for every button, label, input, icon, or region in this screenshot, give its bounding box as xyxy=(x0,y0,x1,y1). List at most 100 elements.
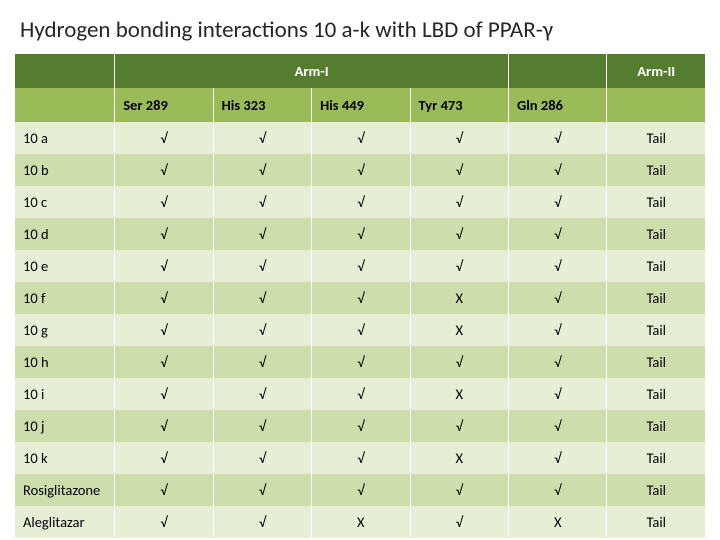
cell-value: Tail xyxy=(607,186,706,218)
cell-value: √ xyxy=(509,378,607,410)
row-label: 10 a xyxy=(15,122,115,154)
cell-value: √ xyxy=(509,474,607,506)
cell-value: √ xyxy=(213,474,311,506)
cell-value: √ xyxy=(213,250,311,282)
row-label: 10 k xyxy=(15,442,115,474)
interaction-table: Arm-I Arm-II Ser 289 His 323 His 449 Tyr… xyxy=(14,54,706,538)
cell-value: √ xyxy=(312,282,410,314)
table-body: 10 a√√√√√Tail10 b√√√√√Tail10 c√√√√√Tail1… xyxy=(15,122,706,538)
cell-value: √ xyxy=(213,282,311,314)
cell-value: √ xyxy=(509,186,607,218)
cell-value: √ xyxy=(509,250,607,282)
cell-value: √ xyxy=(115,506,213,538)
cell-value: √ xyxy=(312,410,410,442)
cell-value: √ xyxy=(115,282,213,314)
cell-value: Tail xyxy=(607,314,706,346)
cell-value: √ xyxy=(213,122,311,154)
cell-value: √ xyxy=(115,154,213,186)
cell-value: √ xyxy=(509,442,607,474)
cell-value: √ xyxy=(115,410,213,442)
table-row: 10 i√√√X√Tail xyxy=(15,378,706,410)
residue-header: Tyr 473 xyxy=(410,88,508,122)
cell-value: √ xyxy=(312,186,410,218)
cell-value: √ xyxy=(410,474,508,506)
row-label: 10 b xyxy=(15,154,115,186)
table-row: Rosiglitazone√√√√√Tail xyxy=(15,474,706,506)
cell-value: √ xyxy=(410,410,508,442)
header-arm2: Arm-II xyxy=(607,54,706,88)
header-empty-right xyxy=(607,88,706,122)
cell-value: √ xyxy=(509,218,607,250)
cell-value: √ xyxy=(410,186,508,218)
row-label: 10 d xyxy=(15,218,115,250)
cell-value: √ xyxy=(509,346,607,378)
cell-value: √ xyxy=(115,442,213,474)
cell-value: √ xyxy=(312,314,410,346)
cell-value: Tail xyxy=(607,378,706,410)
row-label: 10 j xyxy=(15,410,115,442)
cell-value: √ xyxy=(312,122,410,154)
row-label: Aleglitazar xyxy=(15,506,115,538)
slide-title: Hydrogen bonding interactions 10 a-k wit… xyxy=(20,16,706,44)
table-row: 10 f√√√X√Tail xyxy=(15,282,706,314)
cell-value: √ xyxy=(115,314,213,346)
cell-value: X xyxy=(509,506,607,538)
table-row: 10 g√√√X√Tail xyxy=(15,314,706,346)
row-label: 10 e xyxy=(15,250,115,282)
cell-value: √ xyxy=(115,250,213,282)
cell-value: √ xyxy=(115,346,213,378)
cell-value: √ xyxy=(213,154,311,186)
cell-value: √ xyxy=(213,410,311,442)
cell-value: Tail xyxy=(607,474,706,506)
cell-value: √ xyxy=(213,346,311,378)
cell-value: √ xyxy=(509,282,607,314)
cell-value: Tail xyxy=(607,250,706,282)
row-label: Rosiglitazone xyxy=(15,474,115,506)
residue-header: Gln 286 xyxy=(509,88,607,122)
cell-value: √ xyxy=(312,250,410,282)
table-row: 10 a√√√√√Tail xyxy=(15,122,706,154)
residue-header: His 323 xyxy=(213,88,311,122)
row-label: 10 h xyxy=(15,346,115,378)
cell-value: √ xyxy=(312,154,410,186)
cell-value: √ xyxy=(509,410,607,442)
cell-value: √ xyxy=(213,186,311,218)
cell-value: √ xyxy=(312,218,410,250)
cell-value: √ xyxy=(410,250,508,282)
cell-value: √ xyxy=(213,378,311,410)
row-label: 10 c xyxy=(15,186,115,218)
header-spacer-mid xyxy=(509,54,607,88)
cell-value: √ xyxy=(410,506,508,538)
cell-value: √ xyxy=(115,186,213,218)
cell-value: √ xyxy=(115,218,213,250)
cell-value: √ xyxy=(509,314,607,346)
cell-value: √ xyxy=(115,378,213,410)
cell-value: X xyxy=(410,442,508,474)
cell-value: Tail xyxy=(607,282,706,314)
cell-value: Tail xyxy=(607,410,706,442)
cell-value: √ xyxy=(115,122,213,154)
cell-value: Tail xyxy=(607,442,706,474)
table-row: 10 c√√√√√Tail xyxy=(15,186,706,218)
cell-value: Tail xyxy=(607,122,706,154)
cell-value: Tail xyxy=(607,154,706,186)
table-header-residues: Ser 289 His 323 His 449 Tyr 473 Gln 286 xyxy=(15,88,706,122)
residue-header: His 449 xyxy=(312,88,410,122)
cell-value: √ xyxy=(312,346,410,378)
header-arm1: Arm-I xyxy=(115,54,509,88)
cell-value: X xyxy=(410,314,508,346)
table-row: 10 e√√√√√Tail xyxy=(15,250,706,282)
table-row: 10 j√√√√√Tail xyxy=(15,410,706,442)
table-row: 10 h√√√√√Tail xyxy=(15,346,706,378)
table-row: Aleglitazar√√X√XTail xyxy=(15,506,706,538)
cell-value: √ xyxy=(213,218,311,250)
cell-value: √ xyxy=(213,506,311,538)
table-row: 10 b√√√√√Tail xyxy=(15,154,706,186)
cell-value: √ xyxy=(410,154,508,186)
cell-value: X xyxy=(410,378,508,410)
cell-value: √ xyxy=(410,122,508,154)
row-label: 10 i xyxy=(15,378,115,410)
header-empty-left xyxy=(15,88,115,122)
cell-value: X xyxy=(410,282,508,314)
cell-value: X xyxy=(312,506,410,538)
